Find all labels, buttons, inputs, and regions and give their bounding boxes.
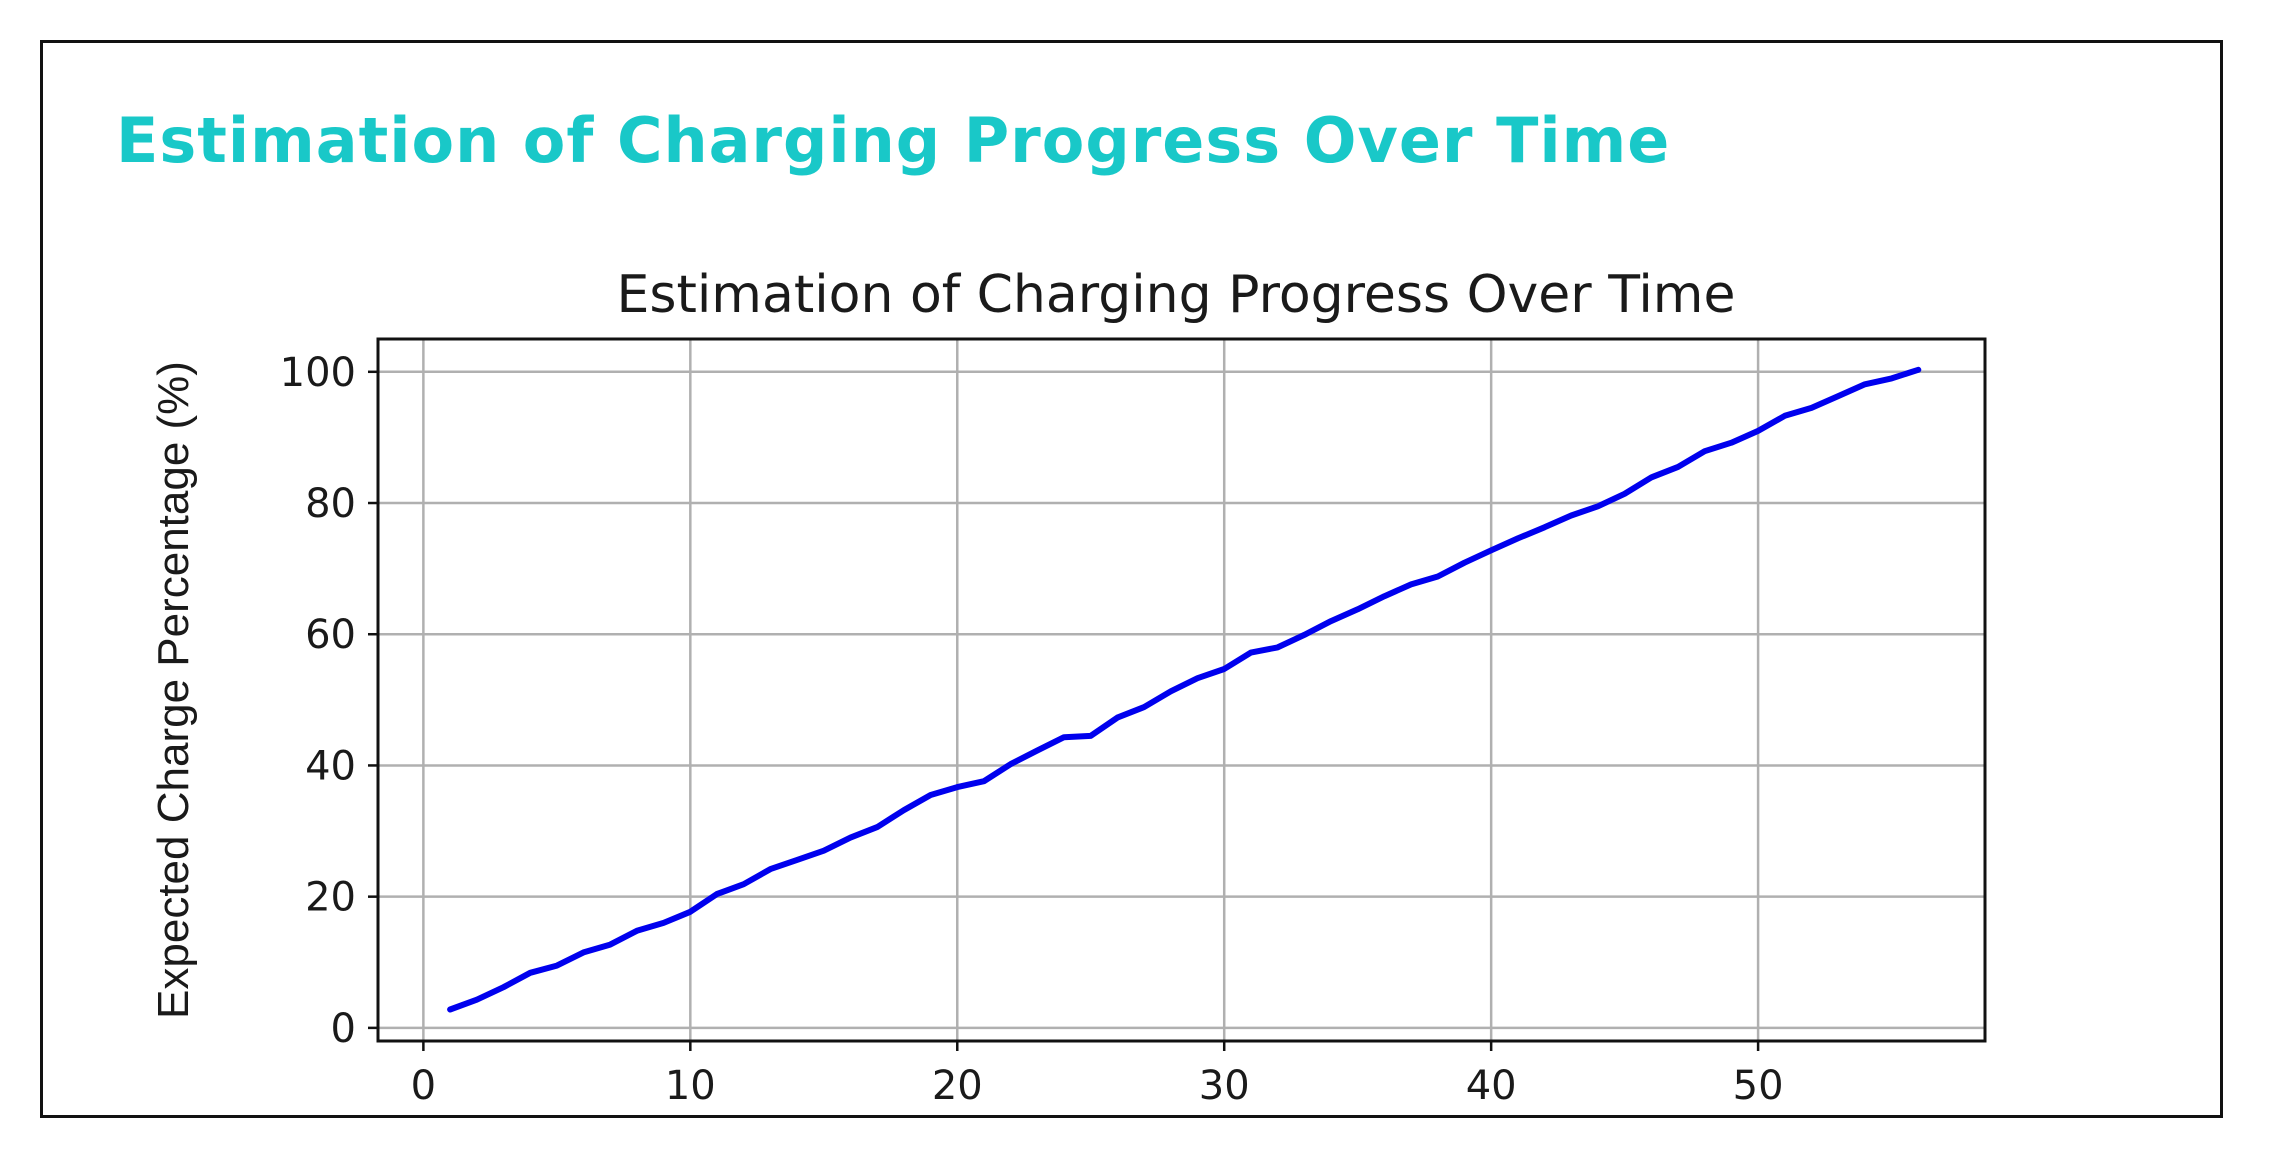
series-line (447, 366, 1922, 1013)
y-tick-label: 100 (280, 350, 356, 396)
y-axis-ticks: 0 20 40 60 80 100 (280, 350, 378, 1052)
y-tick-label: 60 (305, 612, 356, 658)
x-tick-label: 0 (411, 1063, 436, 1109)
series-group (447, 366, 1922, 1013)
x-axis-ticks: 0 10 20 30 40 50 (411, 1041, 1784, 1109)
y-tick-label: 80 (305, 481, 356, 527)
x-tick-label: 50 (1733, 1063, 1784, 1109)
page-heading: Estimation of Charging Progress Over Tim… (116, 104, 1671, 177)
grid-lines (378, 339, 1985, 1041)
figure-frame (40, 40, 2223, 1118)
chart-title: Estimation of Charging Progress Over Tim… (617, 265, 1736, 325)
x-tick-label: 20 (932, 1063, 983, 1109)
x-tick-label: 10 (665, 1063, 716, 1109)
y-tick-label: 40 (305, 743, 356, 789)
y-axis-label: Expected Charge Percentage (%) (149, 361, 198, 1019)
y-tick-label: 0 (331, 1006, 356, 1052)
x-tick-label: 30 (1199, 1063, 1250, 1109)
y-tick-label: 20 (305, 875, 356, 921)
x-tick-label: 40 (1466, 1063, 1517, 1109)
plot-area-border (376, 337, 1987, 1043)
